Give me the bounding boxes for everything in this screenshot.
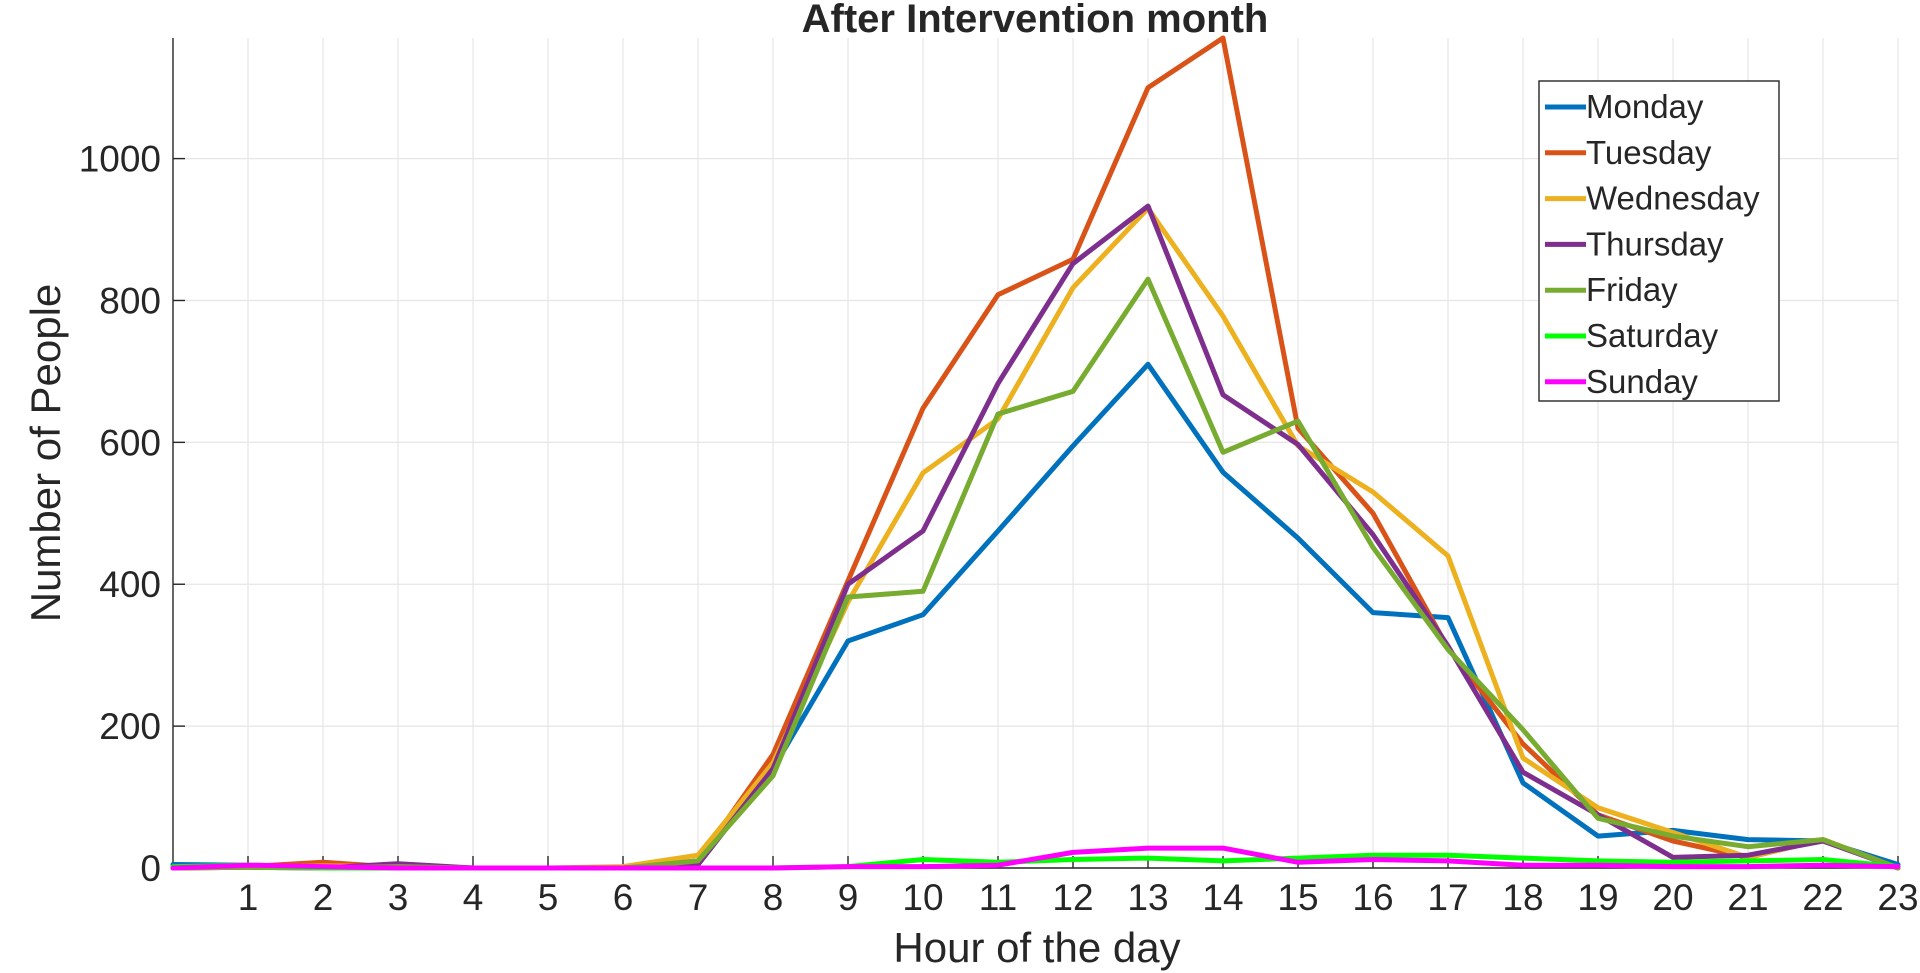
x-tick-label: 9 xyxy=(838,877,859,918)
legend-label-saturday: Saturday xyxy=(1586,317,1719,354)
x-tick-label: 14 xyxy=(1202,877,1243,918)
x-tick-label: 12 xyxy=(1052,877,1093,918)
legend-label-monday: Monday xyxy=(1586,88,1704,125)
x-tick-label: 19 xyxy=(1577,877,1618,918)
series-line-sunday xyxy=(170,845,1901,871)
legend-label-wednesday: Wednesday xyxy=(1586,180,1760,217)
y-tick-label: 1000 xyxy=(79,139,161,180)
x-tick-label: 17 xyxy=(1427,877,1468,918)
x-tick-label: 21 xyxy=(1727,877,1768,918)
x-tick-label: 11 xyxy=(979,877,1017,918)
x-axis-label: Hour of the day xyxy=(893,924,1180,971)
x-tick-label: 18 xyxy=(1502,877,1543,918)
chart-title: After Intervention month xyxy=(802,0,1269,41)
x-tick-label: 2 xyxy=(313,877,334,918)
legend-label-thursday: Thursday xyxy=(1586,225,1724,262)
legend-box xyxy=(1538,80,1780,402)
y-tick-label: 200 xyxy=(99,706,161,747)
y-tick-label: 0 xyxy=(140,848,161,889)
x-tick-label: 22 xyxy=(1802,877,1843,918)
series-line-monday xyxy=(170,361,1901,871)
x-tick-label: 3 xyxy=(388,877,409,918)
x-tick-label: 16 xyxy=(1352,877,1393,918)
legend: Monday Tuesday Wednesday Thursday Friday Satu… xyxy=(1538,80,1780,402)
series-lines xyxy=(170,35,1901,871)
y-tick-label: 400 xyxy=(99,564,161,605)
tick-labels: 1 2 3 4 5 6 7 8 9 10 11 12 13 14 15 16 17 18 19 20 21 22 23020… xyxy=(79,139,1919,918)
x-tick-label: 23 xyxy=(1877,877,1918,918)
x-tick-label: 6 xyxy=(613,877,634,918)
y-tick-label: 800 xyxy=(99,280,161,321)
y-tick-label: 600 xyxy=(99,422,161,463)
x-tick-label: 13 xyxy=(1127,877,1168,918)
x-tick-label: 10 xyxy=(902,877,943,918)
legend-label-tuesday: Tuesday xyxy=(1586,134,1712,171)
x-tick-label: 4 xyxy=(463,877,484,918)
x-tick-label: 8 xyxy=(763,877,784,918)
legend-label-friday: Friday xyxy=(1586,271,1678,308)
x-tick-label: 20 xyxy=(1652,877,1693,918)
x-tick-label: 15 xyxy=(1277,877,1318,918)
legend-label-sunday: Sunday xyxy=(1586,363,1698,400)
x-tick-label: 7 xyxy=(688,877,709,918)
x-tick-label: 5 xyxy=(538,877,559,918)
y-axis-label: Number of People xyxy=(22,284,69,623)
x-tick-label: 1 xyxy=(238,877,259,918)
